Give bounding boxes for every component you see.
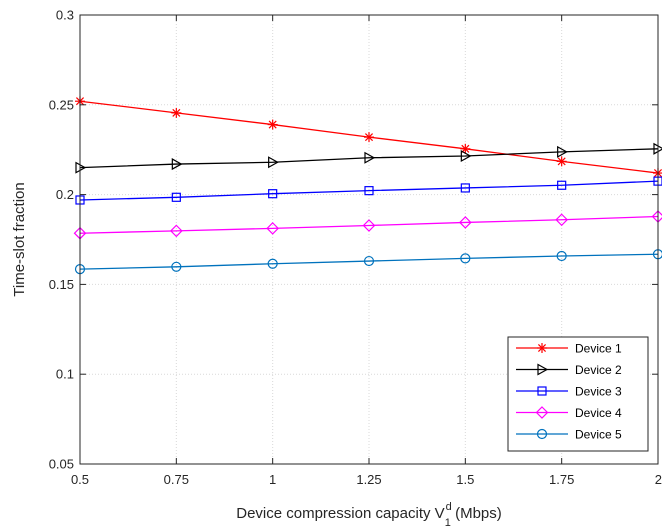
data-point-device-3 xyxy=(171,192,181,202)
legend-marker-device-4 xyxy=(535,406,549,419)
data-point-device-3 xyxy=(557,180,567,190)
data-point-device-2 xyxy=(171,158,183,171)
legend-marker-device-5 xyxy=(536,428,548,440)
data-point-device-1 xyxy=(267,119,278,130)
data-point-device-1 xyxy=(556,156,567,167)
data-point-device-3 xyxy=(460,183,470,193)
legend-label-device-4: Device 4 xyxy=(575,406,622,420)
legend-marker-device-1 xyxy=(537,343,547,353)
x-tick-label: 1.5 xyxy=(456,472,474,487)
series-line-device-4 xyxy=(79,215,659,234)
data-point-device-4 xyxy=(169,224,183,238)
x-axis-label: Device compression capacity Vd 1 (Mbps) xyxy=(236,501,502,529)
series-line-device-3 xyxy=(79,180,659,201)
legend-label-device-3: Device 3 xyxy=(575,385,622,399)
legend-label-device-5: Device 5 xyxy=(575,428,622,442)
y-axis-tick-labels: 0.05 0.1 0.15 0.2 0.25 0.3 xyxy=(49,8,74,472)
x-axis-label-subscript: 1 xyxy=(445,517,451,529)
data-point-device-3 xyxy=(364,186,374,196)
y-axis-label: Time-slot fraction xyxy=(11,182,28,296)
legend-items: Device 1 Device 2 Device 3 Device 4 Device 5 xyxy=(516,342,622,442)
data-point-device-4 xyxy=(362,219,376,232)
series-line-device-5 xyxy=(79,253,659,270)
x-axis-label-main: Device compression capacity V xyxy=(236,505,444,522)
data-point-device-2 xyxy=(460,149,472,163)
x-axis-label-superscript: d xyxy=(446,501,452,513)
legend-box xyxy=(507,336,649,452)
data-point-device-4 xyxy=(458,216,472,229)
y-tick-label: 0.3 xyxy=(56,8,74,23)
data-point-device-2 xyxy=(557,145,568,158)
data-point-device-4 xyxy=(266,222,280,235)
data-point-device-1 xyxy=(364,132,374,143)
x-axis-label-unit: (Mbps) xyxy=(451,505,502,522)
data-point-device-5 xyxy=(267,258,278,269)
x-tick-label: 0.5 xyxy=(71,472,89,487)
data-point-device-5 xyxy=(460,253,471,264)
x-tick-label: 2 xyxy=(655,472,662,487)
axis-ticks xyxy=(79,14,659,465)
legend: Device 1 Device 2 Device 3 Device 4 Device 5 xyxy=(507,336,649,452)
data-point-device-1 xyxy=(460,143,471,154)
series-line-device-2 xyxy=(79,148,659,169)
y-tick-label: 0.25 xyxy=(49,97,74,112)
data-point-device-4 xyxy=(555,213,569,227)
x-tick-label: 1 xyxy=(269,472,276,487)
data-point-device-2 xyxy=(364,151,376,164)
y-tick-label: 0.1 xyxy=(56,367,74,382)
x-tick-label: 1.25 xyxy=(356,472,381,487)
y-tick-label: 0.15 xyxy=(49,277,74,292)
data-point-device-1 xyxy=(171,107,182,118)
legend-marker-device-2 xyxy=(537,363,549,376)
data-point-device-3 xyxy=(268,189,278,199)
x-tick-label: 0.75 xyxy=(164,472,189,487)
y-tick-label: 0.2 xyxy=(56,187,74,202)
data-point-device-5 xyxy=(171,261,182,272)
x-axis-tick-labels: 0.5 0.75 1 1.25 1.5 1.75 2 xyxy=(71,472,662,487)
legend-label-device-1: Device 1 xyxy=(575,342,622,356)
data-point-device-5 xyxy=(363,255,375,267)
data-point-device-2 xyxy=(268,156,279,169)
legend-marker-device-3 xyxy=(537,386,547,396)
legend-label-device-2: Device 2 xyxy=(575,363,622,377)
y-tick-label: 0.05 xyxy=(49,457,74,472)
data-point-device-5 xyxy=(556,250,567,262)
x-tick-label: 1.75 xyxy=(549,472,574,487)
